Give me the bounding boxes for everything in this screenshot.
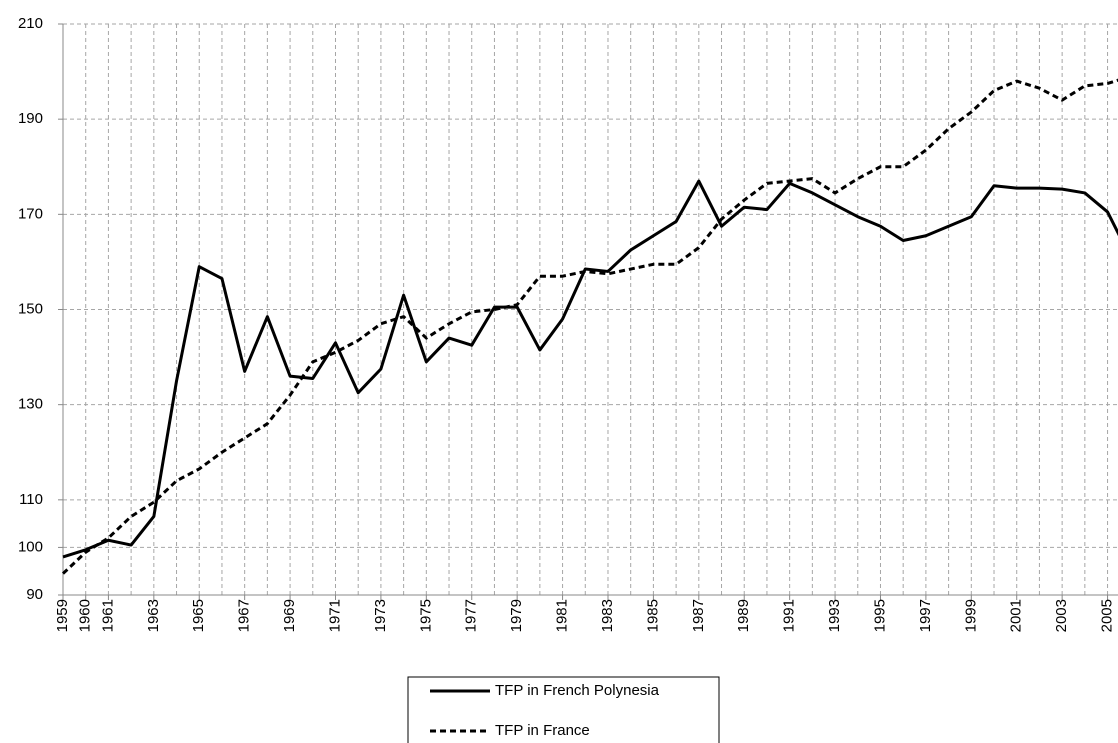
x-tick-label: 2005 [1099, 599, 1116, 632]
y-tick-label: 100 [18, 538, 43, 555]
x-tick-label: 1977 [463, 599, 480, 632]
series-line [62, 179, 1118, 559]
x-tick-label: 1999 [962, 599, 979, 632]
lines [61, 78, 1118, 575]
x-tick-label: 2001 [1008, 599, 1025, 632]
x-tick-label: 1967 [236, 599, 253, 632]
x-tick-label: 1973 [372, 599, 389, 632]
x-tick-label: 1985 [644, 599, 661, 632]
x-tick-label: 1959 [54, 599, 71, 632]
y-tick-label: 210 [18, 15, 43, 32]
x-tick-label: 1991 [781, 599, 798, 632]
legend-label: TFP in French Polynesia [495, 682, 660, 699]
y-tick-label: 150 [18, 300, 43, 317]
x-tick-label: 1960 [77, 599, 94, 632]
x-tick-label: 1961 [99, 599, 116, 632]
x-tick-label: 1979 [508, 599, 525, 632]
legend-box [407, 676, 720, 743]
axes [58, 23, 1118, 600]
y-tick-label: 110 [19, 491, 43, 508]
labels: 90 100 110 130 150 170 190 210 1959 1960 1961 1963 1… [18, 15, 1116, 632]
y-tick-label: 90 [26, 586, 43, 603]
x-tick-label: 1975 [417, 599, 434, 632]
series-line [61, 78, 1118, 575]
x-tick-label: 1963 [145, 599, 162, 632]
x-tick-label: 1993 [826, 599, 843, 632]
legend-label: TFP in France [495, 722, 590, 739]
x-tick-label: 1989 [735, 599, 752, 632]
x-tick-label: 1995 [871, 599, 888, 632]
y-tick-label: 170 [18, 205, 43, 222]
x-tick-label: 1997 [917, 599, 934, 632]
y-tick-label: 190 [18, 110, 43, 127]
x-tick-label: 1969 [281, 599, 298, 632]
y-tick-label: 130 [18, 396, 43, 413]
x-tick-label: 1983 [599, 599, 616, 632]
x-tick-label: 1987 [690, 599, 707, 632]
x-tick-label: 2003 [1053, 599, 1070, 632]
grid [63, 23, 1118, 596]
x-tick-label: 1965 [190, 599, 207, 632]
x-tick-label: 1971 [326, 599, 343, 632]
legend: TFP in French Polynesia TFP in France [407, 676, 720, 743]
x-tick-label: 1981 [554, 599, 571, 632]
